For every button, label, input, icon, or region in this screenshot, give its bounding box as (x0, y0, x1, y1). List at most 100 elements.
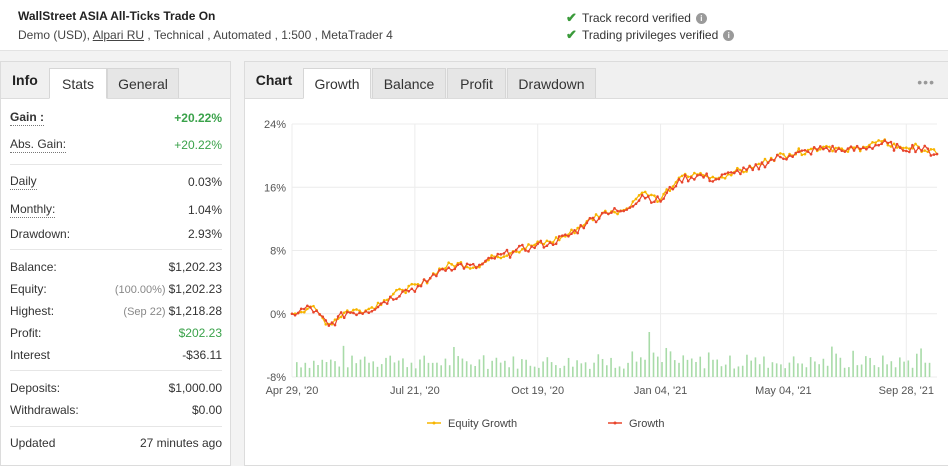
equity-growth-point (729, 173, 733, 177)
volume-bar (686, 359, 689, 377)
growth-point (886, 141, 890, 145)
growth-point (619, 209, 622, 213)
more-dots-icon[interactable]: ••• (917, 74, 935, 90)
growth-point (610, 211, 613, 214)
equity-growth-point (637, 194, 641, 197)
equity-growth-point (779, 152, 782, 155)
volume-bar (707, 352, 710, 377)
tab-drawdown[interactable]: Drawdown (507, 68, 596, 98)
x-tick-label: Jul 21, '20 (390, 385, 440, 397)
volume-bar (533, 366, 536, 377)
x-tick-label: Jan 04, '21 (634, 385, 687, 397)
volume-bar (606, 365, 608, 377)
daily-label[interactable]: Daily (10, 174, 37, 190)
equity-growth-point (631, 200, 635, 203)
volume-bar (775, 363, 778, 377)
growth-point (607, 212, 610, 216)
equity-growth-point (508, 252, 512, 255)
equity-growth-point (505, 254, 509, 257)
volume-bar (601, 358, 604, 377)
growth-point (364, 310, 368, 313)
volume-bar (907, 360, 910, 377)
growth-point (465, 262, 469, 266)
equity-growth-point (367, 307, 371, 311)
growth-point (321, 315, 325, 318)
equity-growth-point (650, 193, 653, 197)
equity-growth-point (886, 143, 890, 147)
growth-point (689, 176, 693, 179)
growth-point (736, 169, 739, 172)
growth-point (640, 193, 644, 197)
growth-point (422, 278, 426, 281)
tab-growth[interactable]: Growth (303, 68, 371, 99)
growth-point (573, 228, 576, 232)
equity-growth-point (693, 171, 696, 175)
volume-bar (495, 357, 498, 377)
equity-growth-point (410, 282, 414, 286)
growth-point (788, 154, 791, 157)
equity-growth-point (465, 265, 469, 269)
interest-label: Interest (10, 348, 51, 362)
y-tick-label: 16% (264, 182, 286, 194)
equity-row: Equity: (100.00%) $1,202.23 (10, 279, 222, 299)
growth-point (471, 262, 475, 266)
drawdown-label: Drawdown: (10, 227, 71, 241)
equity-growth-point (901, 146, 905, 150)
volume-bar (559, 368, 561, 377)
volume-bar (903, 361, 905, 377)
equity-growth-point (302, 310, 306, 314)
growth-point (717, 177, 721, 181)
tab-balance[interactable]: Balance (372, 68, 446, 98)
volume-bar (758, 364, 761, 377)
volume-bar (406, 367, 409, 377)
growth-point (557, 235, 561, 238)
growth-point (782, 157, 785, 161)
growth-point (431, 273, 435, 276)
growth-point (312, 310, 315, 314)
growth-point (794, 151, 798, 155)
growth-point (382, 300, 386, 304)
balance-row: Balance: $1,202.23 (10, 257, 222, 277)
growth-point (481, 262, 484, 266)
growth-point (505, 248, 509, 252)
equity-growth-point (831, 149, 834, 153)
equity-growth-line (291, 138, 938, 325)
tab-general[interactable]: General (107, 68, 179, 98)
equity-growth-point (680, 174, 684, 178)
info-icon[interactable]: i (695, 12, 707, 24)
growth-point (659, 200, 662, 203)
monthly-label[interactable]: Monthly: (10, 202, 56, 218)
volume-bar (690, 358, 693, 377)
gain-label[interactable]: Gain : (10, 110, 45, 126)
broker-link[interactable]: Alpari RU (92, 28, 145, 42)
deposits-label: Deposits: (10, 381, 61, 395)
abs-gain-label[interactable]: Abs. Gain: (10, 137, 67, 153)
growth-point (883, 139, 887, 142)
growth-point (355, 313, 358, 317)
volume-bar (304, 362, 307, 377)
volume-bar (368, 362, 370, 377)
volume-bar (538, 367, 540, 377)
volume-bar (729, 355, 731, 377)
equity-growth-point (533, 243, 536, 247)
volume-bar (478, 359, 481, 377)
tab-chart[interactable]: Chart (255, 72, 293, 88)
tab-profit[interactable]: Profit (447, 68, 506, 98)
equity-growth-point (395, 288, 398, 292)
volume-bar (546, 357, 549, 377)
growth-point (739, 172, 742, 176)
info-icon[interactable]: i (723, 29, 735, 41)
volume-bar (822, 358, 825, 377)
profit-value: $202.23 (178, 326, 222, 340)
deposits-value: $1,000.00 (168, 381, 222, 395)
growth-point (917, 146, 920, 150)
equity-growth-point (914, 142, 917, 146)
tab-info[interactable]: Info (12, 72, 38, 88)
growth-point (791, 155, 794, 159)
tab-stats[interactable]: Stats (49, 68, 107, 99)
volume-bar (754, 357, 757, 377)
growth-point (711, 180, 715, 183)
growth-point (726, 171, 730, 174)
check-icon: ✔ (566, 10, 577, 25)
growth-point (745, 168, 748, 172)
